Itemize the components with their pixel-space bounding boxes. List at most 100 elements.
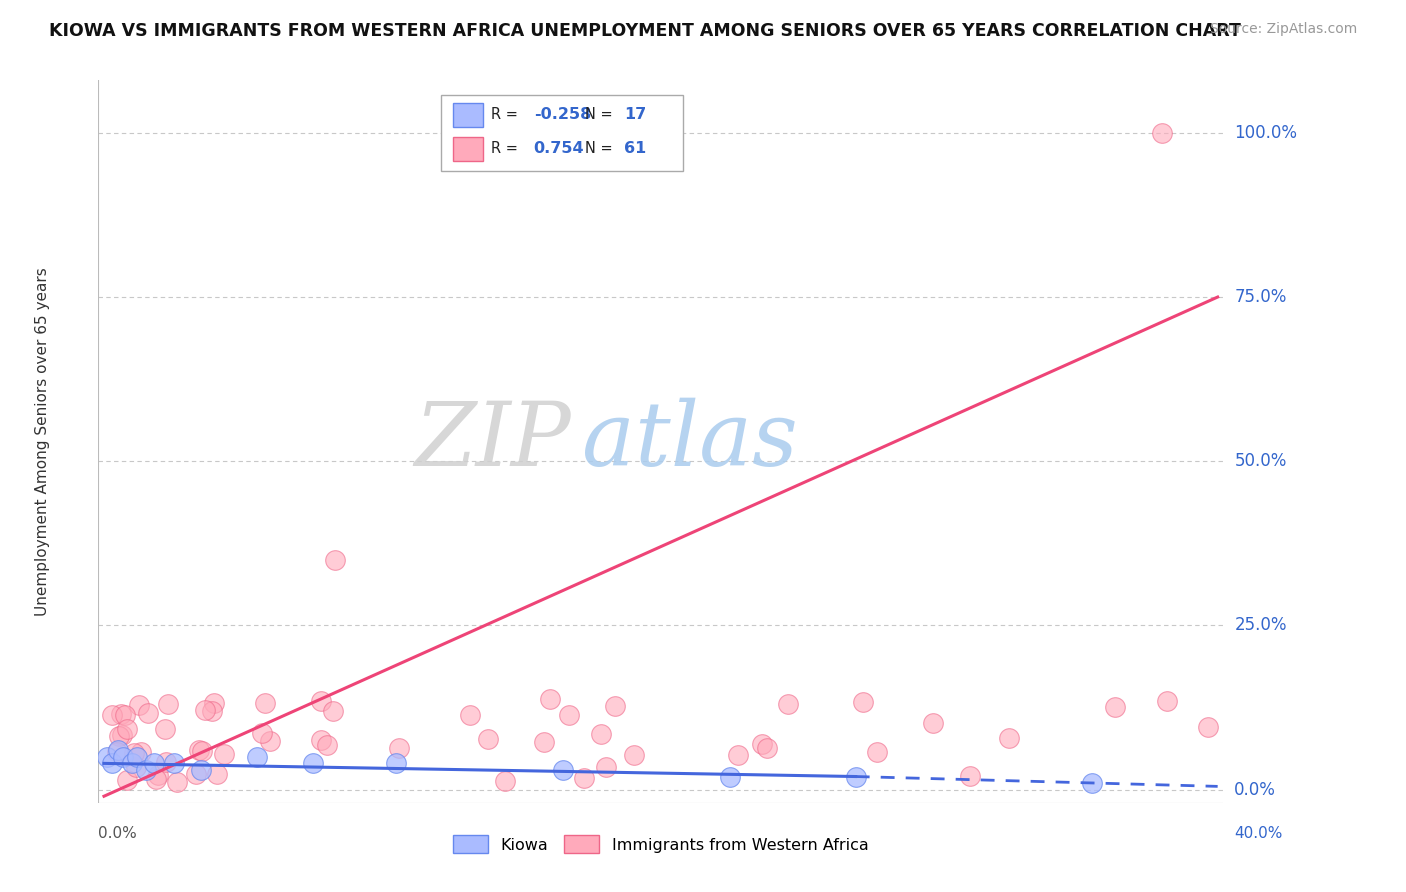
Point	[756, 741, 779, 756]
Point	[1197, 720, 1219, 734]
Point	[727, 747, 749, 762]
Point	[202, 696, 225, 710]
Point	[107, 743, 129, 757]
Point	[776, 698, 799, 712]
Point	[110, 728, 132, 742]
Point	[553, 763, 575, 777]
Point	[205, 766, 228, 780]
Point	[108, 730, 131, 744]
Text: atlas: atlas	[582, 398, 797, 485]
Point	[595, 760, 617, 774]
Point	[254, 696, 277, 710]
FancyBboxPatch shape	[453, 137, 484, 161]
Point	[155, 756, 177, 770]
Point	[845, 770, 868, 784]
Point	[323, 553, 346, 567]
Point	[125, 760, 148, 774]
Point	[388, 741, 411, 756]
Point	[922, 716, 945, 731]
Point	[162, 756, 184, 771]
Point	[309, 732, 332, 747]
Text: 61: 61	[624, 142, 645, 156]
FancyBboxPatch shape	[441, 95, 683, 170]
Point	[246, 749, 269, 764]
Point	[101, 756, 124, 771]
Legend: Kiowa, Immigrants from Western Africa: Kiowa, Immigrants from Western Africa	[446, 829, 876, 860]
Point	[135, 763, 157, 777]
Point	[751, 738, 773, 752]
Point	[114, 708, 136, 723]
Text: 0.0%: 0.0%	[98, 826, 138, 841]
Text: ZIP: ZIP	[415, 398, 571, 485]
Point	[259, 734, 281, 748]
Point	[157, 697, 180, 711]
Point	[115, 773, 138, 788]
Text: R =: R =	[491, 107, 523, 122]
Point	[385, 756, 408, 771]
Text: 50.0%: 50.0%	[1234, 452, 1286, 470]
Point	[201, 704, 224, 718]
Point	[866, 745, 889, 759]
Point	[121, 756, 143, 771]
Text: 40.0%: 40.0%	[1234, 826, 1282, 841]
Text: -0.258: -0.258	[534, 107, 591, 122]
Text: N =: N =	[585, 107, 617, 122]
Text: 17: 17	[624, 107, 645, 122]
Point	[131, 745, 153, 759]
Point	[194, 703, 217, 717]
Point	[146, 768, 169, 782]
Point	[184, 767, 207, 781]
Point	[572, 772, 595, 786]
Text: KIOWA VS IMMIGRANTS FROM WESTERN AFRICA UNEMPLOYMENT AMONG SENIORS OVER 65 YEARS: KIOWA VS IMMIGRANTS FROM WESTERN AFRICA …	[49, 22, 1241, 40]
Text: Unemployment Among Seniors over 65 years: Unemployment Among Seniors over 65 years	[35, 268, 49, 615]
Point	[316, 738, 339, 752]
Point	[143, 756, 166, 771]
Point	[603, 699, 626, 714]
Point	[124, 746, 146, 760]
Text: Source: ZipAtlas.com: Source: ZipAtlas.com	[1209, 22, 1357, 37]
Point	[136, 706, 159, 720]
Text: 0.0%: 0.0%	[1234, 780, 1277, 798]
Point	[322, 704, 344, 718]
Point	[252, 726, 274, 740]
Point	[591, 727, 613, 741]
Point	[623, 747, 645, 762]
Point	[959, 769, 981, 783]
Point	[110, 706, 132, 721]
Point	[477, 732, 499, 747]
Point	[301, 756, 323, 771]
Point	[1104, 699, 1126, 714]
Text: 0.754: 0.754	[534, 142, 585, 156]
Point	[191, 744, 214, 758]
Text: 25.0%: 25.0%	[1234, 616, 1286, 634]
Text: N =: N =	[585, 142, 617, 156]
Point	[309, 694, 332, 708]
Point	[533, 735, 555, 749]
Point	[720, 770, 742, 784]
Point	[1150, 126, 1173, 140]
Point	[145, 772, 167, 786]
Point	[998, 731, 1021, 745]
Point	[105, 745, 128, 759]
Text: 100.0%: 100.0%	[1234, 124, 1298, 142]
Point	[127, 749, 149, 764]
Point	[1156, 694, 1178, 708]
Text: R =: R =	[491, 142, 523, 156]
Point	[558, 707, 581, 722]
Point	[458, 707, 481, 722]
Text: 75.0%: 75.0%	[1234, 288, 1286, 306]
Point	[852, 695, 875, 709]
Point	[115, 722, 138, 736]
Point	[153, 722, 176, 736]
Point	[190, 763, 212, 777]
Point	[112, 749, 135, 764]
Point	[188, 743, 211, 757]
FancyBboxPatch shape	[453, 103, 484, 128]
Point	[128, 698, 150, 713]
Point	[166, 775, 188, 789]
Point	[212, 747, 235, 761]
Point	[538, 692, 561, 706]
Point	[101, 708, 124, 723]
Point	[96, 749, 118, 764]
Point	[1081, 776, 1104, 790]
